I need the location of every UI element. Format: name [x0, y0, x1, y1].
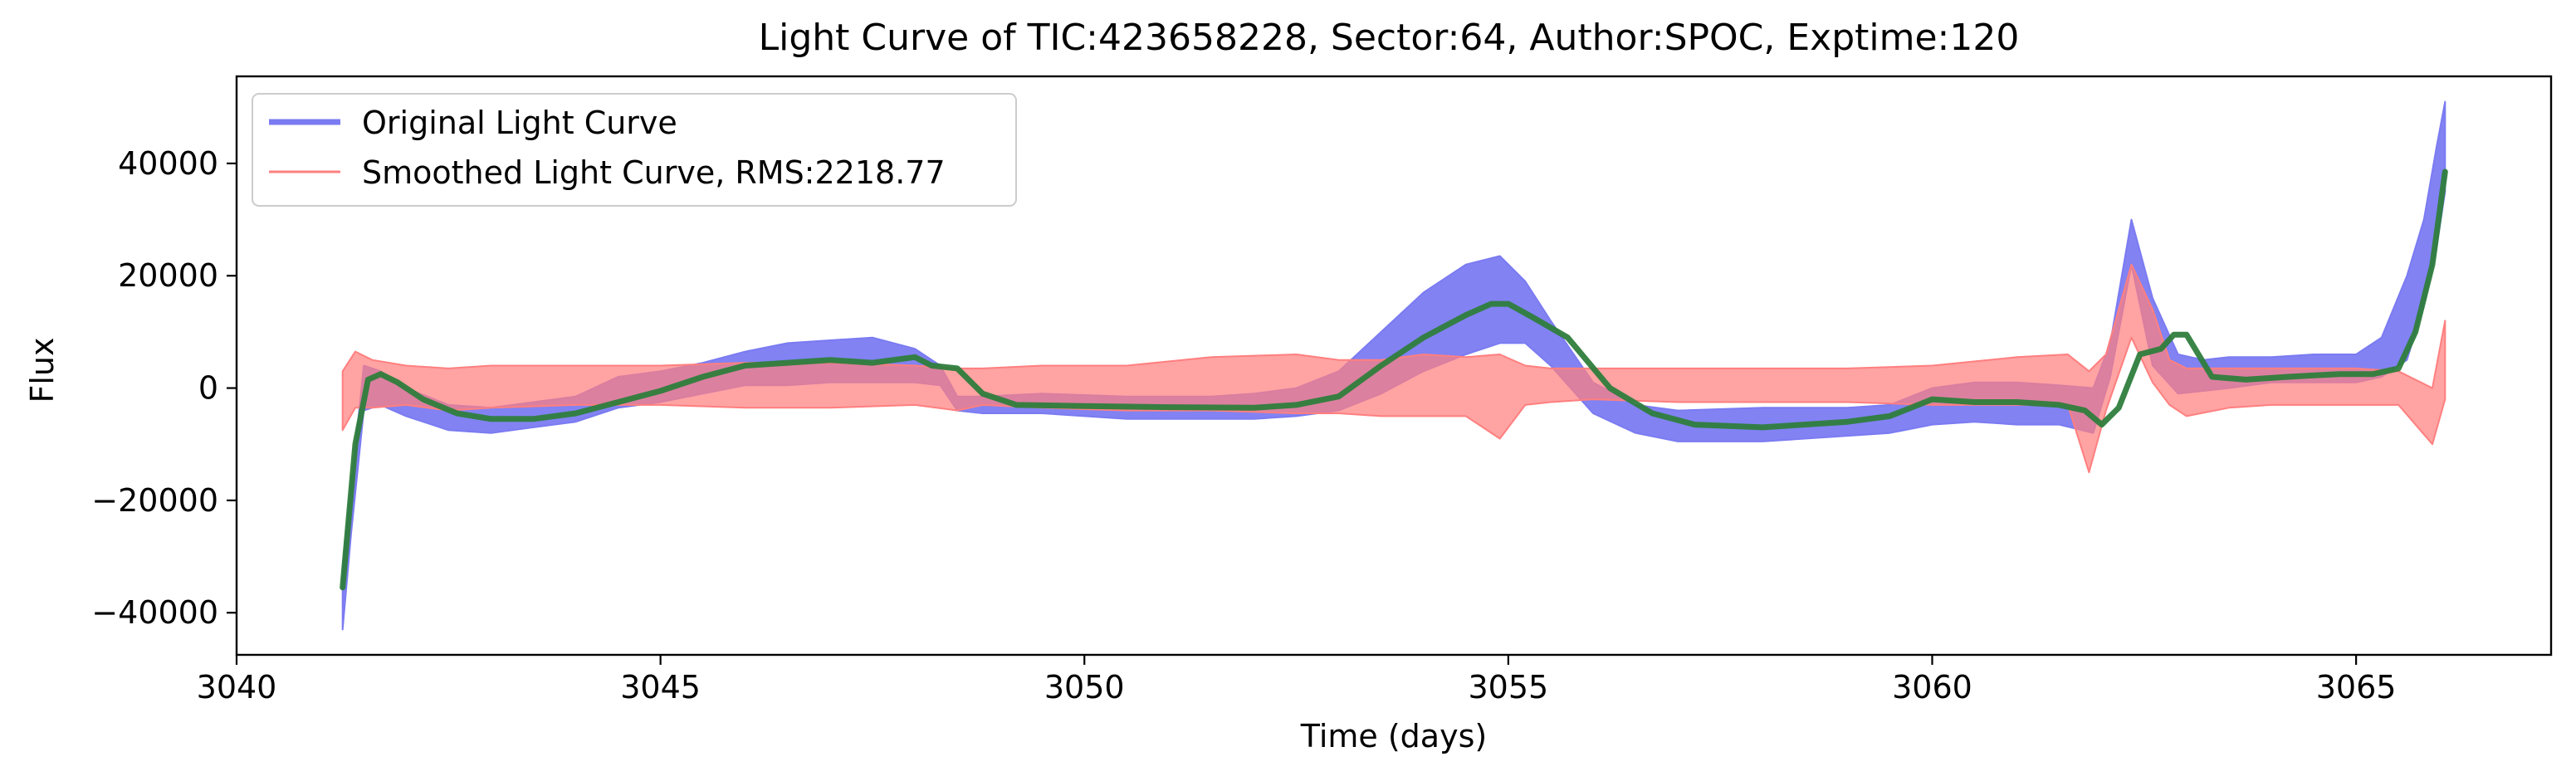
series-line-trend	[340, 168, 2448, 591]
y-tick-label: 40000	[118, 145, 218, 182]
series-layer	[340, 100, 2448, 631]
x-axis: 3040 3045 3050 3055 3060 3065	[197, 655, 2397, 705]
x-axis-label: Time (days)	[1300, 718, 1487, 754]
y-axis: −40000 −20000 0 20000 40000	[91, 145, 237, 631]
legend-label-original: Original Light Curve	[362, 105, 677, 141]
x-tick-label: 3060	[1892, 669, 1972, 705]
y-axis-label: Flux	[24, 338, 61, 403]
x-tick-label: 3040	[197, 669, 277, 705]
x-tick-label: 3050	[1044, 669, 1125, 705]
legend: Original Light Curve Smoothed Light Curv…	[252, 93, 1017, 207]
x-tick-label: 3065	[2316, 669, 2397, 705]
legend-label-smoothed: Smoothed Light Curve, RMS:2218.77	[362, 154, 946, 191]
chart-title: Light Curve of TIC:423658228, Sector:64,…	[759, 17, 2020, 59]
legend-box	[252, 93, 1017, 207]
x-tick-label: 3055	[1469, 669, 1549, 705]
x-tick-label: 3045	[620, 669, 701, 705]
y-tick-label: 20000	[118, 257, 218, 294]
y-tick-label: −20000	[91, 482, 218, 519]
y-tick-label: 0	[198, 370, 218, 407]
plot-frame	[235, 75, 2553, 657]
y-tick-label: −40000	[91, 594, 218, 631]
